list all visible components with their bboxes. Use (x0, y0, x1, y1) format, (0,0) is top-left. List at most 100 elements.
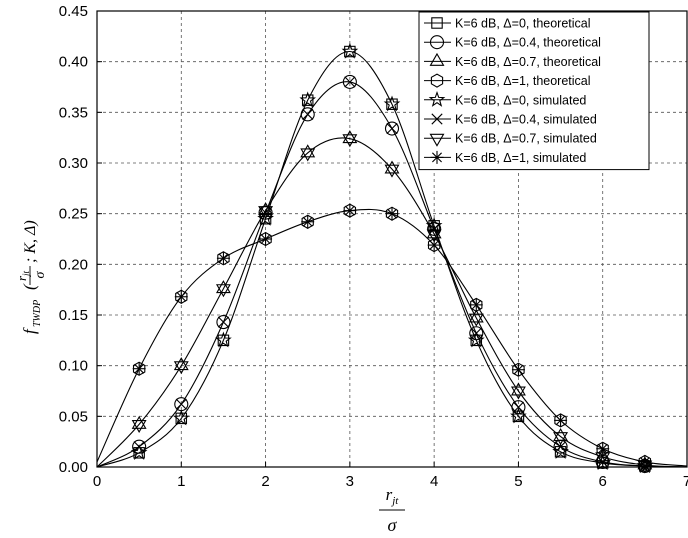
y-axis-label-function: f (20, 327, 39, 334)
marker-circle (300, 107, 315, 122)
y-tick-label: 0.35 (59, 104, 88, 121)
marker-asterisk-stroke (344, 205, 355, 216)
marker-circle (511, 400, 526, 415)
marker-asterisk (511, 363, 525, 377)
marker-asterisk (259, 232, 273, 246)
y-axis-label-numerator: rjt (14, 270, 31, 281)
marker-x (428, 223, 440, 235)
y-axis-label-paren: ( (20, 283, 39, 290)
marker-asterisk-stroke (260, 234, 271, 244)
marker-square (386, 98, 398, 110)
y-tick-label: 0.45 (59, 3, 88, 20)
marker-x (217, 316, 230, 328)
legend-item: K=6 dB, Δ=0, simulated (424, 90, 586, 107)
marker-star (341, 42, 359, 59)
x-tick-label: 2 (261, 473, 269, 490)
marker-circle (469, 326, 484, 341)
x-tick-label: 7 (683, 473, 688, 490)
marker-triangle-up (342, 130, 358, 144)
legend-item: K=6 dB, Δ=0.7, simulated (424, 132, 597, 147)
marker-triangle-down (300, 148, 316, 162)
marker-x (386, 122, 398, 135)
marker-asterisk-stroke (218, 253, 229, 264)
y-tick-label: 0.25 (59, 206, 88, 223)
legend-label: K=6 dB, Δ=1, simulated (455, 151, 586, 165)
marker-star (428, 90, 446, 107)
marker-star (257, 209, 274, 226)
marker-circle (132, 439, 147, 454)
marker-x (512, 401, 525, 413)
marker-triangle-down (215, 284, 231, 298)
marker-triangle-up (510, 382, 526, 396)
x-tick-label: 4 (430, 473, 438, 490)
marker-triangle-up (173, 357, 189, 371)
marker-x-stroke (344, 76, 356, 88)
legend-item: K=6 dB, Δ=1, simulated (424, 150, 586, 165)
marker-triangle-up (215, 280, 231, 294)
x-tick-label: 5 (514, 473, 522, 490)
series-7 (131, 134, 653, 474)
plot-frame (96, 10, 688, 468)
y-axis-label-denominator: σ (33, 270, 48, 278)
x-axis-label-numerator: rjt (386, 485, 400, 507)
legend-item: K=6 dB, Δ=0.7, theoretical (424, 52, 601, 69)
legend-item: K=6 dB, Δ=0, theoretical (424, 17, 591, 31)
marker-star (130, 444, 148, 460)
marker-triangle-up (553, 428, 569, 442)
marker-triangle-up (468, 309, 484, 323)
marker-asterisk-stroke (387, 208, 397, 219)
legend-label: K=6 dB, Δ=0.4, simulated (455, 113, 597, 127)
series-layer (96, 42, 688, 474)
series-8 (132, 204, 652, 469)
marker-asterisk-stroke (513, 364, 524, 375)
marker-asterisk (174, 290, 188, 304)
marker-hexagon (470, 297, 483, 313)
y-axis-label-subscript: TWDP (32, 300, 43, 327)
marker-x (259, 207, 272, 219)
marker-circle (427, 221, 442, 236)
marker-triangle-down (510, 386, 526, 400)
marker-asterisk-stroke (471, 299, 482, 310)
marker-asterisk-stroke (429, 240, 440, 251)
legend: K=6 dB, Δ=0, theoretical K=6 dB, Δ=0.4, t… (418, 11, 650, 171)
x-tick-label: 3 (346, 473, 354, 490)
marker-square (301, 94, 314, 106)
marker-triangle-down (429, 133, 445, 147)
marker-triangle-down (384, 164, 400, 178)
marker-x-stroke (302, 108, 314, 120)
x-axis-label-denominator: σ (388, 515, 398, 535)
marker-x (302, 108, 314, 120)
marker-asterisk-stroke (302, 216, 313, 227)
y-tick-label: 0.40 (59, 54, 88, 71)
marker-asterisk-stroke (134, 363, 145, 374)
marker-star (215, 331, 232, 348)
marker-triangle-up (131, 415, 147, 429)
marker-x (470, 327, 482, 339)
legend-label: K=6 dB, Δ=1, theoretical (455, 74, 591, 88)
marker-asterisk (469, 298, 483, 312)
marker-asterisk (430, 150, 444, 164)
marker-circle (384, 121, 400, 136)
marker-asterisk (385, 207, 399, 221)
marker-triangle-up (429, 52, 445, 66)
marker-circle (342, 74, 357, 89)
axes: 0 1 2 3 4 5 6 7 0.00 0.05 0.10 0.15 0.20 0.25 0.30 0.35… (59, 3, 688, 490)
legend-label: K=6 dB, Δ=0.7, simulated (455, 132, 597, 146)
series-line (96, 50, 688, 468)
marker-triangle-down (173, 361, 189, 375)
marker-x-stroke (554, 441, 567, 453)
legend-item: K=6 dB, Δ=0.4, theoretical (424, 35, 601, 50)
y-tick-label: 0.30 (59, 155, 88, 172)
marker-asterisk-stroke (639, 456, 650, 467)
marker-hexagon (385, 206, 399, 221)
marker-asterisk (596, 442, 610, 456)
legend-item: K=6 dB, Δ=1, theoretical (424, 73, 591, 88)
legend-label: K=6 dB, Δ=0, theoretical (455, 17, 591, 31)
marker-triangle-down (131, 419, 147, 434)
marker-x (133, 441, 145, 453)
marker-x-stroke (386, 122, 398, 135)
marker-asterisk (554, 413, 568, 427)
marker-circle (216, 315, 231, 330)
